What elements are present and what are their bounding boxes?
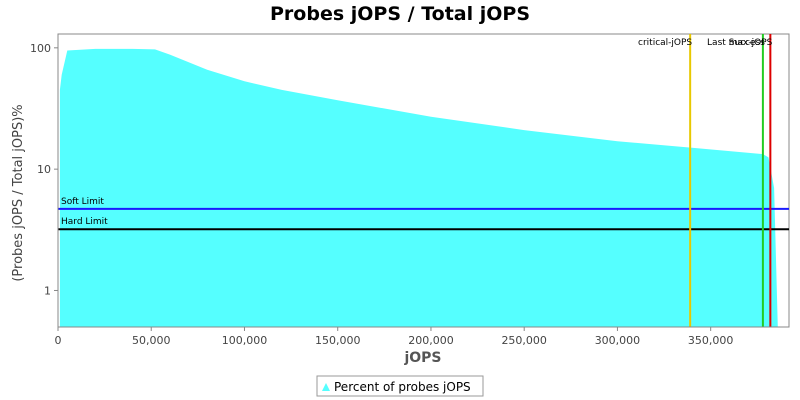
limit-label-0: Soft Limit — [61, 197, 104, 207]
x-axis-label: jOPS — [403, 350, 441, 366]
x-tick-label-2: 100,000 — [222, 334, 268, 347]
plot-area: Soft Limit Hard Limit critical-jOPS Last Su… — [30, 33, 790, 347]
area-series-0 — [59, 48, 778, 328]
y-axis-label: (Probes jOPS / Total jOPS)% — [11, 104, 26, 281]
y-tick-label-1: 10 — [37, 163, 51, 176]
marker-label-0: critical-jOPS — [638, 38, 692, 48]
x-tick-label-6: 300,000 — [595, 334, 641, 347]
marker-label-1: Last Success — [707, 38, 765, 48]
legend: Percent of probes jOPS — [316, 375, 484, 397]
y-tick-label-2: 100 — [30, 42, 51, 55]
chart-title: Probes jOPS / Total jOPS — [270, 3, 530, 25]
legend-swatch — [322, 383, 330, 391]
x-tick-label-5: 250,000 — [501, 334, 547, 347]
legend-entry-label: Percent of probes jOPS — [334, 380, 471, 394]
x-tick-label-4: 200,000 — [408, 334, 454, 347]
y-tick-label-0: 1 — [44, 284, 51, 297]
x-tick-label-0: 0 — [55, 334, 62, 347]
legend-box — [316, 375, 484, 397]
x-tick-label-7: 350,000 — [688, 334, 734, 347]
x-tick-label-3: 150,000 — [315, 334, 361, 347]
limit-label-1: Hard Limit — [61, 217, 108, 227]
marker-label-2: max-jOPS — [729, 38, 773, 48]
x-tick-label-1: 50,000 — [132, 334, 171, 347]
